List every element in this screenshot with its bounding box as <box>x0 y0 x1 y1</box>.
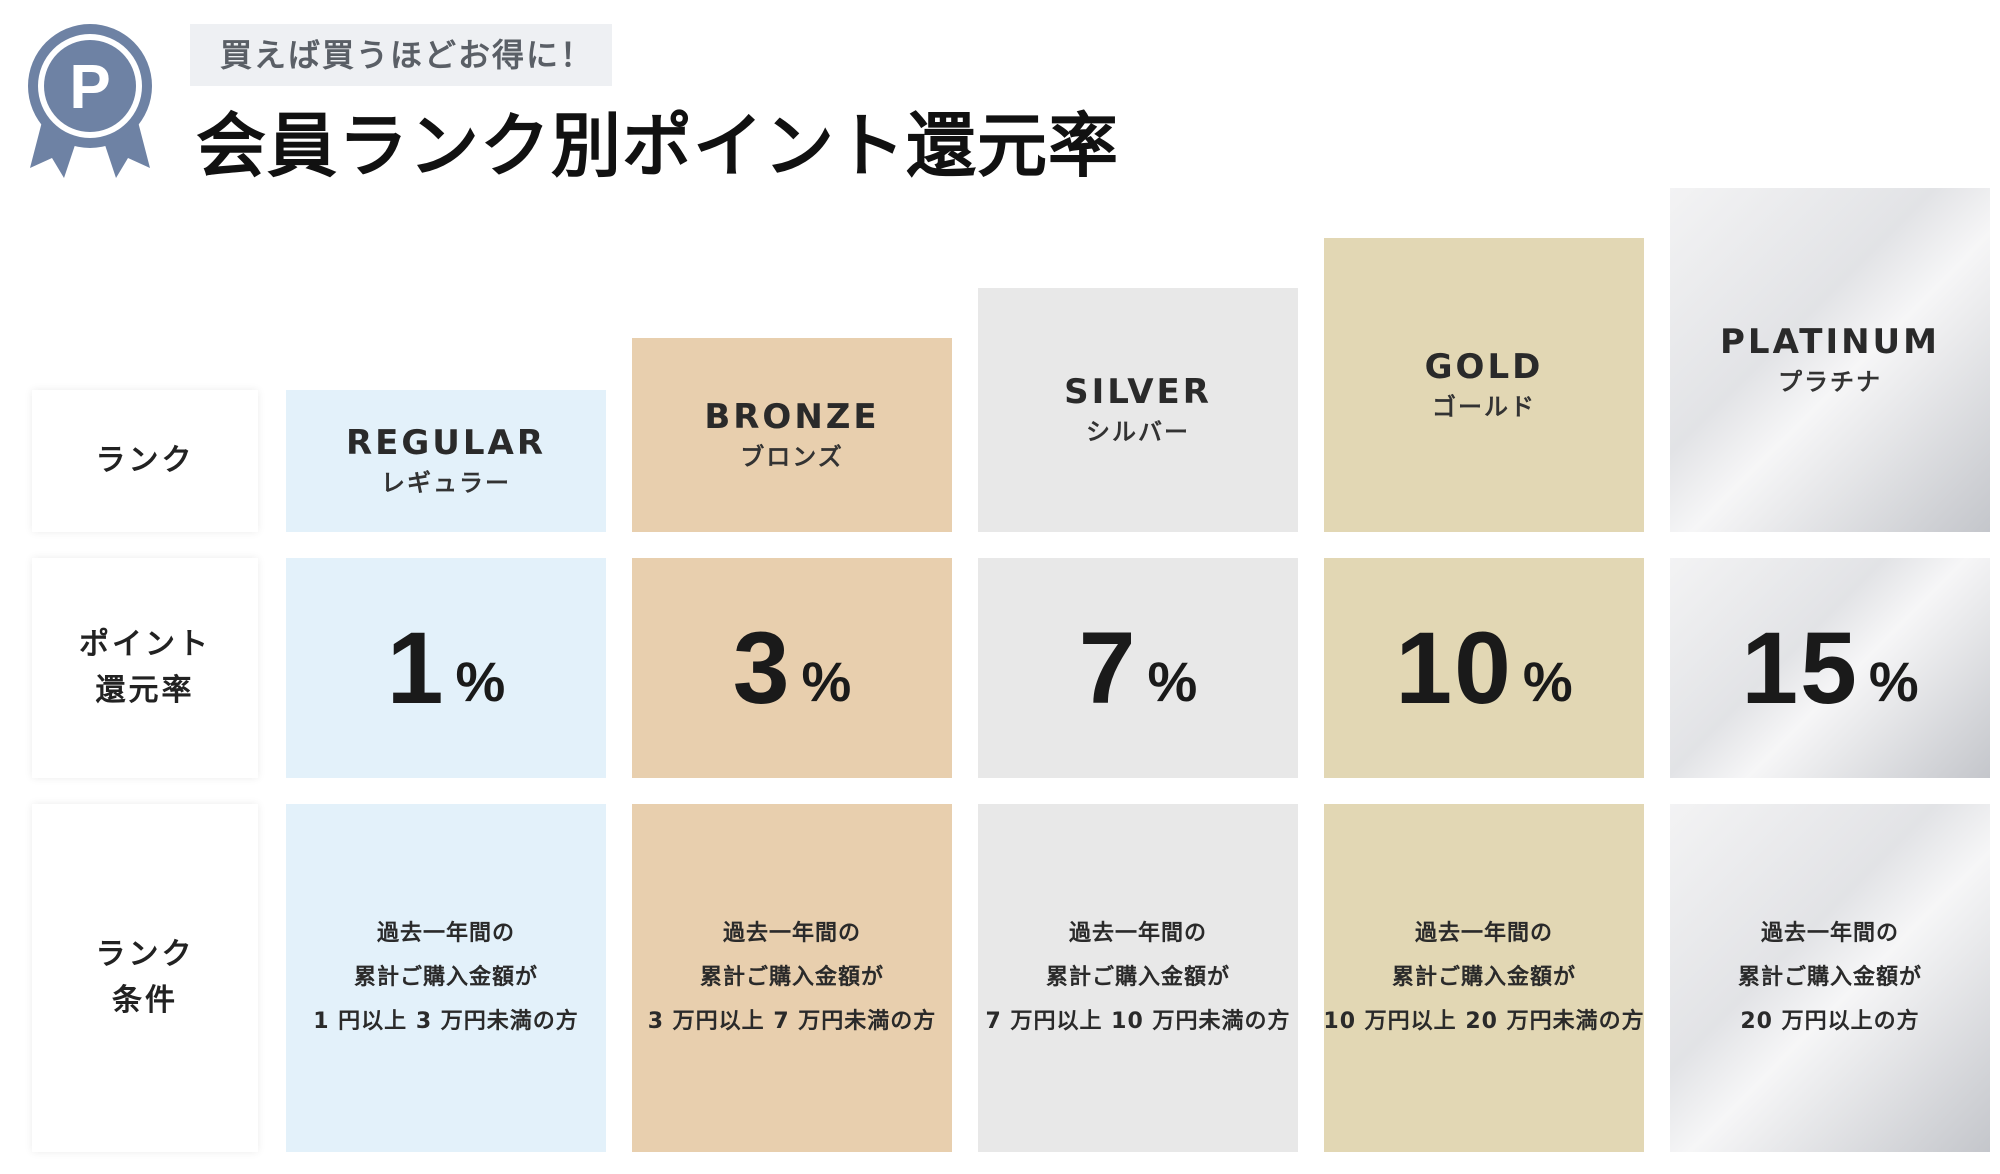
row-label-cond-line1: ランク <box>95 937 195 972</box>
condition-line: 3 万円以上 7 万円未満の方 <box>647 1009 937 1034</box>
badge-letter: P <box>69 53 110 122</box>
condition-line: 1 円以上 3 万円未満の方 <box>313 1009 579 1034</box>
condition-line: 過去一年間の <box>722 921 861 946</box>
tagline: 買えば買うほどお得に！ <box>190 24 612 86</box>
condition-line: 7 万円以上 10 万円未満の方 <box>985 1009 1291 1034</box>
condition-line: 累計ご購入金額が <box>1391 965 1576 990</box>
condition-line: 過去一年間の <box>376 921 515 946</box>
rate-value: 10 <box>1395 610 1513 725</box>
rate-cell-regular: 1 % <box>286 558 606 778</box>
row-label-rate-line2: 還元率 <box>95 673 195 708</box>
rate-value: 15 <box>1741 610 1859 725</box>
point-ribbon-badge-icon: P <box>26 22 154 178</box>
rate-unit: % <box>1147 649 1198 713</box>
row-label-rate-line1: ポイント <box>79 627 211 662</box>
rank-name-ja: レギュラー <box>381 469 511 497</box>
condition-cell-regular: 過去一年間の 累計ご購入金額が 1 円以上 3 万円未満の方 <box>286 804 606 1152</box>
condition-line: 過去一年間の <box>1760 921 1899 946</box>
rate-unit: % <box>801 649 852 713</box>
condition-line: 累計ご購入金額が <box>1737 965 1922 990</box>
rate-unit: % <box>455 649 506 713</box>
rank-header-bronze: BRONZE ブロンズ <box>632 338 952 532</box>
rank-header-silver: SILVER シルバー <box>978 288 1298 532</box>
rank-name-ja: シルバー <box>1086 418 1190 446</box>
row-label-condition: ランク 条件 <box>32 804 258 1152</box>
rate-cell-gold: 10 % <box>1324 558 1644 778</box>
rank-header-gold: GOLD ゴールド <box>1324 238 1644 532</box>
rate-cell-silver: 7 % <box>978 558 1298 778</box>
rank-name-en: GOLD <box>1424 347 1544 387</box>
condition-line: 累計ご購入金額が <box>1045 965 1230 990</box>
condition-line: 10 万円以上 20 万円未満の方 <box>1323 1009 1645 1034</box>
condition-line: 過去一年間の <box>1068 921 1207 946</box>
rank-name-en: SILVER <box>1064 372 1212 412</box>
rate-value: 1 <box>386 610 446 725</box>
rank-name-en: PLATINUM <box>1720 322 1940 362</box>
rank-header-platinum: PLATINUM プラチナ <box>1670 188 1990 532</box>
page-title: 会員ランク別ポイント還元率 <box>196 105 1119 187</box>
rate-value: 7 <box>1078 610 1138 725</box>
rank-header-regular: REGULAR レギュラー <box>286 390 606 532</box>
rank-name-ja: ブロンズ <box>740 443 844 471</box>
condition-cell-silver: 過去一年間の 累計ご購入金額が 7 万円以上 10 万円未満の方 <box>978 804 1298 1152</box>
rank-name-ja: プラチナ <box>1778 368 1882 396</box>
condition-line: 20 万円以上の方 <box>1740 1009 1920 1034</box>
row-label-rank: ランク <box>32 390 258 532</box>
rank-name-en: REGULAR <box>345 423 547 463</box>
rate-cell-bronze: 3 % <box>632 558 952 778</box>
condition-cell-bronze: 過去一年間の 累計ご購入金額が 3 万円以上 7 万円未満の方 <box>632 804 952 1152</box>
condition-line: 累計ご購入金額が <box>353 965 538 990</box>
rank-name-ja: ゴールド <box>1432 393 1536 421</box>
rate-unit: % <box>1522 649 1573 713</box>
condition-line: 累計ご購入金額が <box>699 965 884 990</box>
row-label-rate: ポイント 還元率 <box>32 558 258 778</box>
rate-value: 3 <box>732 610 792 725</box>
rate-unit: % <box>1868 649 1919 713</box>
condition-cell-gold: 過去一年間の 累計ご購入金額が 10 万円以上 20 万円未満の方 <box>1323 804 1645 1152</box>
row-label-rank-text: ランク <box>95 443 195 478</box>
condition-line: 過去一年間の <box>1414 921 1553 946</box>
rank-name-en: BRONZE <box>704 397 880 437</box>
row-label-cond-line2: 条件 <box>112 983 178 1018</box>
condition-cell-platinum: 過去一年間の 累計ご購入金額が 20 万円以上の方 <box>1670 804 1990 1152</box>
rate-cell-platinum: 15 % <box>1670 558 1990 778</box>
